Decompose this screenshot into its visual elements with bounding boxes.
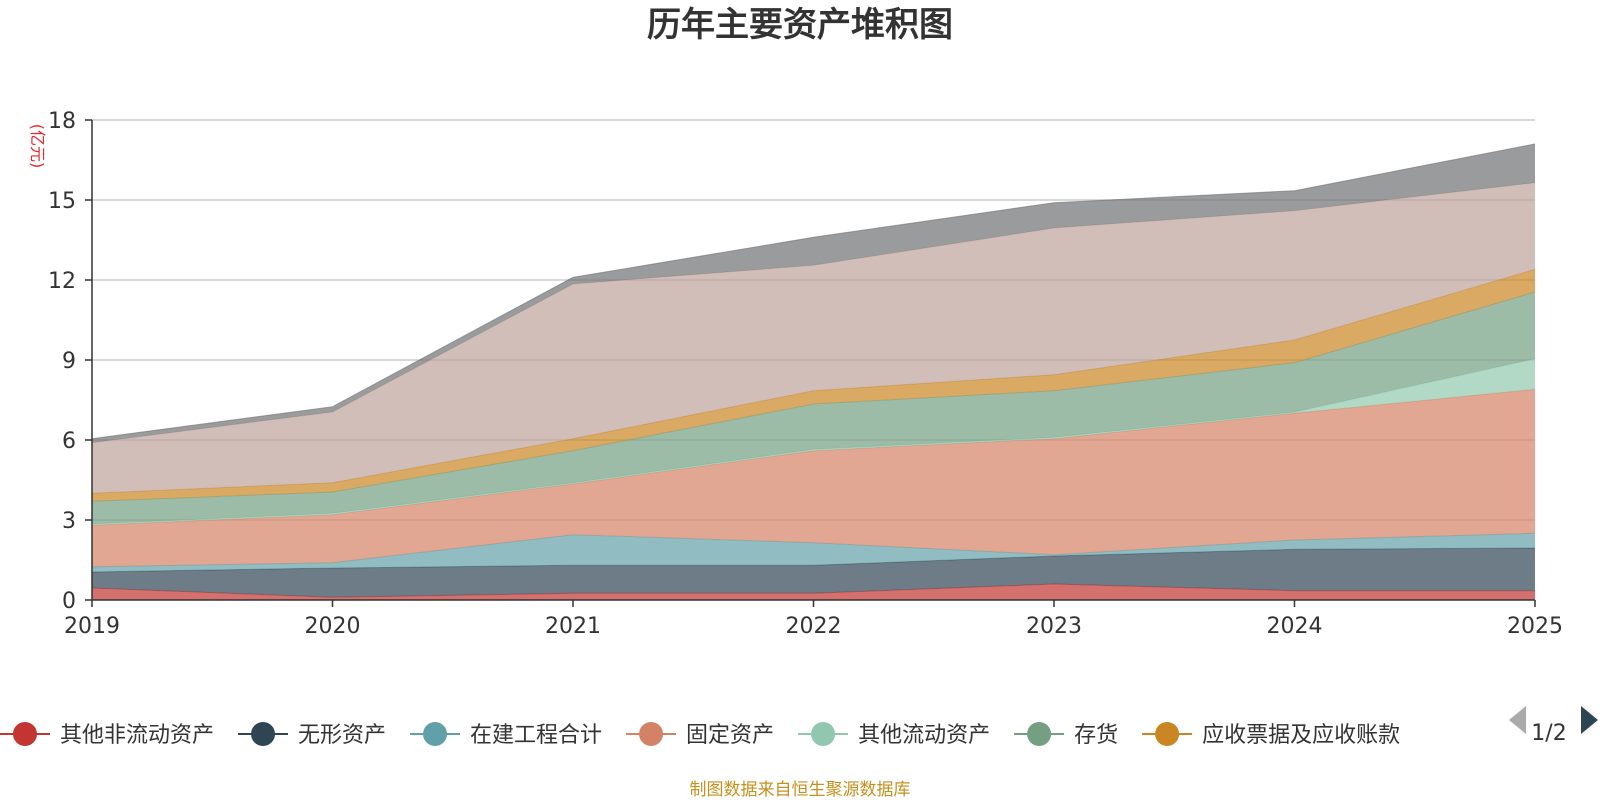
y-tick-label: 12 xyxy=(48,269,76,294)
axes: 0 3 6 9 12 15 18 2019 2020 2021 2022 2023 2024 2025 xyxy=(48,109,1563,639)
x-tick-label: 2023 xyxy=(1026,614,1082,639)
legend-label: 固定资产 xyxy=(686,723,774,748)
legend-circle-icon xyxy=(251,722,276,746)
legend-label: 存货 xyxy=(1074,723,1118,748)
area-series-9 xyxy=(92,144,1535,443)
legend-label: 无形资产 xyxy=(298,723,386,748)
legend-item[interactable]: 其他流动资产 xyxy=(798,722,990,748)
x-tick-label: 2020 xyxy=(305,614,361,639)
area-series-3 xyxy=(92,533,1535,572)
legend-circle-icon xyxy=(1155,722,1180,746)
y-tick-label: 15 xyxy=(48,189,76,214)
x-tick-label: 2022 xyxy=(786,614,842,639)
area-series-8 xyxy=(92,182,1535,494)
legend-label: 其他非流动资产 xyxy=(60,723,214,748)
x-tick-label: 2021 xyxy=(545,614,601,639)
legend-circle-icon xyxy=(639,722,664,746)
legend-page-indicator: 1/2 xyxy=(1531,721,1566,746)
y-tick-label: 0 xyxy=(62,589,76,614)
area-series xyxy=(91,143,1536,600)
legend-prev-page-icon[interactable] xyxy=(1509,706,1526,734)
legend-item[interactable]: 无形资产 xyxy=(238,722,386,748)
legend-item[interactable]: 其他非流动资产 xyxy=(0,722,214,748)
y-tick-label: 6 xyxy=(62,429,76,454)
area-series-2 xyxy=(92,548,1535,598)
legend-circle-icon xyxy=(811,722,836,746)
legend-circle-icon xyxy=(13,722,37,746)
legend-circle-icon xyxy=(1027,722,1052,746)
x-tick-label: 2019 xyxy=(64,614,120,639)
y-axis-unit: (亿元) xyxy=(28,124,47,169)
area-series-6 xyxy=(92,292,1535,524)
y-tick-label: 18 xyxy=(48,109,76,134)
area-series-4 xyxy=(92,389,1535,567)
legend-item[interactable]: 存货 xyxy=(1014,722,1118,748)
legend-label: 在建工程合计 xyxy=(470,723,602,748)
legend-item[interactable]: 在建工程合计 xyxy=(410,722,602,748)
y-tick-label: 3 xyxy=(62,509,76,534)
legend-item[interactable]: 固定资产 xyxy=(626,722,774,748)
legend-item[interactable]: 应收票据及应收账款 xyxy=(1142,722,1400,748)
legend-label: 其他流动资产 xyxy=(858,723,990,748)
legend-pager: 1/2 xyxy=(1509,706,1598,746)
x-tick-label: 2025 xyxy=(1507,614,1563,639)
y-tick-label: 9 xyxy=(62,349,76,374)
data-source-note: 制图数据来自恒生聚源数据库 xyxy=(690,780,911,800)
area-series-1 xyxy=(92,584,1535,600)
x-tick-label: 2024 xyxy=(1267,614,1323,639)
legend-next-page-icon[interactable] xyxy=(1581,706,1598,734)
area-series-line-9 xyxy=(91,143,1536,440)
legend-label: 应收票据及应收账款 xyxy=(1202,723,1400,748)
legend: 其他非流动资产 无形资产 在建工程合计 固定资产 其他流动资产 存货 应收票据及应收账款 xyxy=(0,722,1400,748)
chart-title: 历年主要资产堆积图 xyxy=(647,5,953,45)
legend-circle-icon xyxy=(423,722,448,746)
